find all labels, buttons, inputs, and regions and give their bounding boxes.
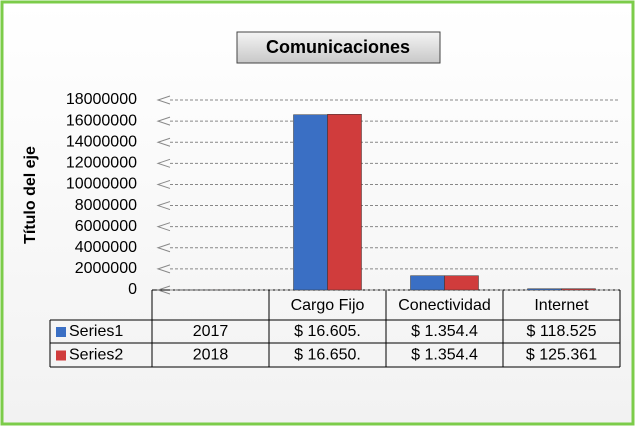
y-tick-label: 10000000	[66, 176, 137, 193]
tick-mark	[156, 264, 171, 274]
bar	[293, 114, 328, 291]
y-tick-label: 12000000	[66, 155, 137, 172]
y-tick-label: 8000000	[75, 197, 137, 214]
bar	[327, 114, 362, 291]
table-cell: $ 16.605.	[294, 323, 361, 340]
tick-mark	[156, 116, 171, 126]
legend-swatch	[56, 327, 66, 337]
legend-label: Series1	[69, 323, 123, 340]
tick-mark	[156, 95, 171, 105]
x-tick-label: Cargo Fijo	[291, 297, 365, 314]
bar	[444, 275, 479, 291]
tick-mark	[156, 158, 171, 168]
y-tick-label: 14000000	[66, 133, 137, 150]
bar	[527, 288, 562, 291]
y-tick-label: 2000000	[75, 260, 137, 277]
table-cell: 2018	[193, 347, 229, 364]
legend-swatch	[56, 350, 66, 361]
tick-mark	[156, 243, 171, 253]
table-cell: $ 1.354.4	[411, 323, 478, 340]
tick-mark	[156, 179, 171, 189]
tick-mark	[156, 222, 171, 232]
x-tick-label: Internet	[534, 297, 589, 314]
bar	[410, 275, 445, 291]
y-tick-label: 0	[128, 281, 137, 298]
title-box	[236, 31, 441, 64]
x-tick-label: Conectividad	[398, 297, 491, 314]
chart-title: Comunicaciones	[266, 37, 410, 57]
table-cell: $ 125.361	[526, 347, 597, 364]
tick-mark	[156, 201, 171, 211]
table-cell: $ 1.354.4	[411, 347, 478, 364]
y-tick-label: 18000000	[66, 91, 137, 108]
y-tick-label: 6000000	[75, 218, 137, 235]
y-axis-label: Título del eje	[22, 146, 39, 244]
y-tick-label: 4000000	[75, 239, 137, 256]
y-tick-label: 16000000	[66, 112, 137, 129]
tick-mark	[156, 285, 171, 295]
table-cell: 2017	[193, 323, 229, 340]
legend-label: Series2	[69, 347, 123, 364]
bar	[561, 288, 596, 291]
tick-mark	[156, 137, 171, 147]
table-cell: $ 16.650.	[294, 347, 361, 364]
table-cell: $ 118.525	[527, 323, 597, 340]
